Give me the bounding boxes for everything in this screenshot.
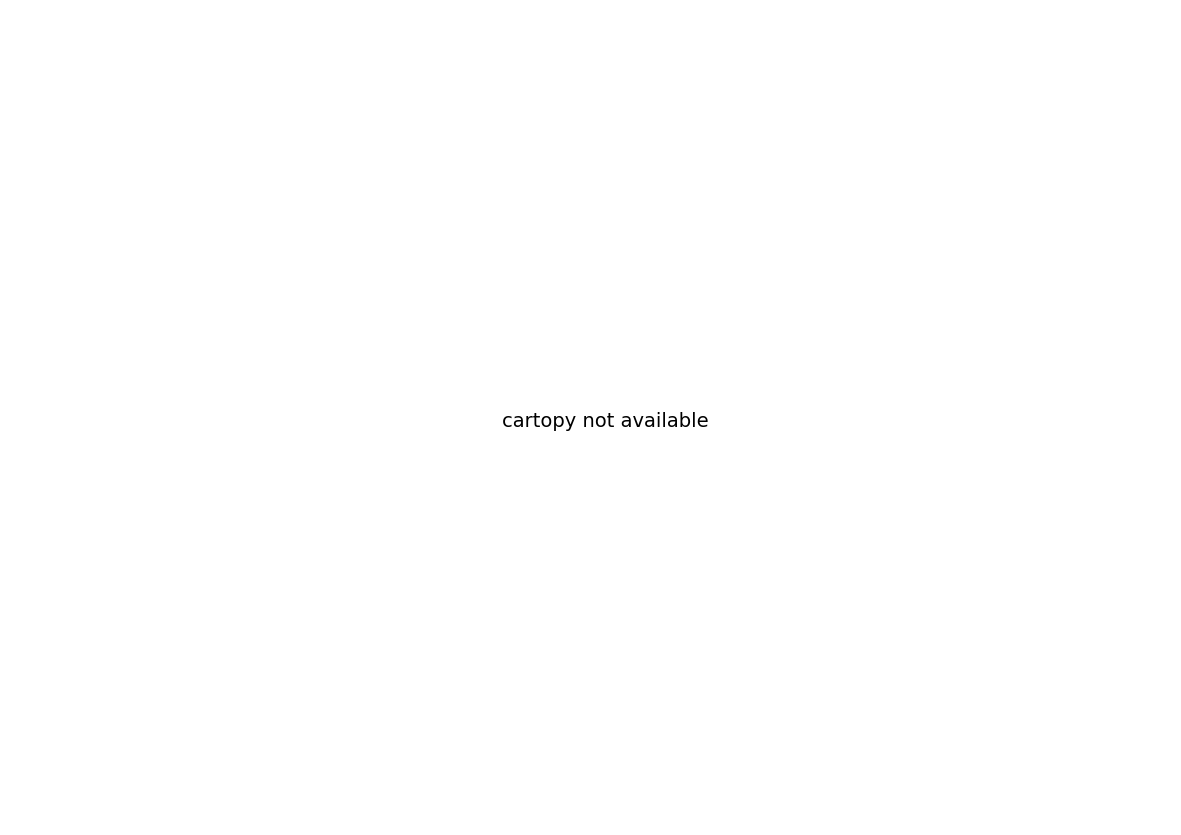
Text: cartopy not available: cartopy not available — [502, 412, 709, 431]
